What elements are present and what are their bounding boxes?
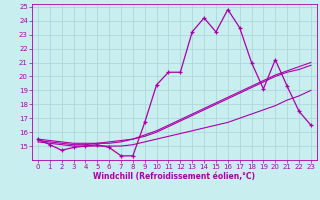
X-axis label: Windchill (Refroidissement éolien,°C): Windchill (Refroidissement éolien,°C) [93,172,255,181]
